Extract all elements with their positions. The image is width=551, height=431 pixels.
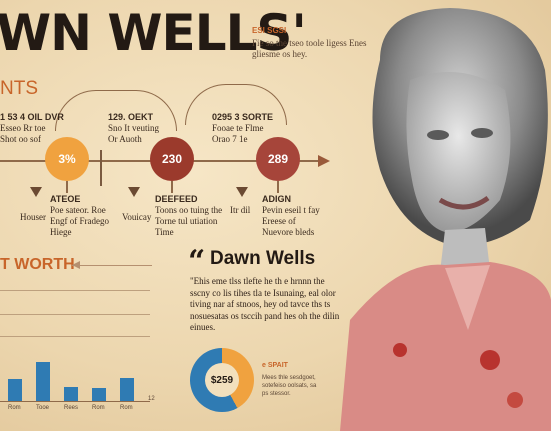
net-worth-bar (36, 362, 50, 401)
milestone-3-bottom-text: Pevin eseil t fay Ereese of Nuevore bled… (262, 205, 320, 237)
net-worth-arrow-line (72, 265, 152, 266)
milestone-1-post (100, 150, 102, 186)
milestone-2-date: 129. OEKT (108, 112, 154, 122)
milestone-1-marker[interactable]: 3% (45, 137, 89, 181)
milestone-3-side: Itr dil (230, 205, 251, 215)
flower-print (480, 350, 500, 370)
quote-icon: “ (188, 244, 206, 279)
milestone-1-date: 1 53 4 OIL DVR (0, 112, 64, 122)
milestone-1-stem (66, 181, 68, 193)
net-worth-bar (92, 388, 106, 401)
flower-print (507, 392, 523, 408)
milestone-1-side: Houser (20, 212, 46, 222)
milestone-1-head: ATEOE (50, 194, 81, 204)
milestone-2-bottom-text: Toons oo tuing the Torne tul utiation Ti… (155, 205, 223, 237)
pin-icon (128, 187, 140, 197)
timeline-section-label: NTS (0, 78, 38, 99)
collar-shape (445, 265, 490, 330)
milestone-3-bottom: ADIGN Pevin eseil t fay Ereese of Nuevor… (262, 194, 320, 238)
divider (0, 336, 150, 337)
milestone-1-value: 3% (58, 152, 76, 166)
net-worth-bar (120, 378, 134, 401)
milestone-2-marker[interactable]: 230 (150, 137, 194, 181)
milestone-1-bottom-text: Poe sateor. Roe Engf of Fradego Hiege (50, 205, 109, 237)
portrait-photo (340, 8, 551, 431)
net-worth-bar (8, 379, 22, 401)
net-worth-bar-label: Rom (120, 405, 133, 411)
milestone-2-desc: Sno It veuting Or Auoth (108, 123, 159, 144)
timeline-arrow-icon (318, 155, 330, 167)
milestone-2-top: 129. OEKT Sno It veuting Or Auoth (108, 112, 159, 145)
milestone-3-desc: Fooae te Flme Orao 7 1e (212, 123, 264, 144)
face-shape (406, 72, 511, 233)
milestone-3-marker[interactable]: 289 (256, 137, 300, 181)
page-title: WN WELLS' (0, 4, 307, 62)
pin-icon (30, 187, 42, 197)
net-worth-bar-label: Rees (64, 405, 79, 411)
blouse-shape (340, 262, 551, 431)
divider (0, 314, 150, 315)
milestone-2-bottom: DEEFEED Toons oo tuing the Torne tul uti… (155, 194, 222, 238)
donut-note-text: Mees thle sesdgoet, sotefeiso oolsats, s… (262, 375, 317, 397)
milestone-1-top: 1 53 4 OIL DVR Esseo Rr toe Shot oo sof (0, 112, 64, 145)
intro-heading: ESI SGSI (252, 26, 287, 35)
neck-shape (440, 228, 490, 272)
milestone-1-desc: Esseo Rr toe Shot oo sof (0, 123, 46, 144)
bio-name: Dawn Wells (210, 248, 316, 269)
milestone-3-top: 0295 3 SORTE Fooae te Flme Orao 7 1e (212, 112, 273, 145)
flower-print (393, 343, 407, 357)
intro-text: Fie so the tseo toole ligess Enes gliesm… (252, 38, 367, 59)
net-worth-heading: T WORTH (0, 256, 75, 273)
milestone-3-value: 289 (267, 152, 289, 166)
milestone-3-head: ADIGN (262, 194, 291, 204)
eye-right (471, 128, 493, 138)
milestone-2-head: DEEFEED (155, 194, 198, 204)
milestone-3-stem (277, 181, 279, 193)
net-worth-bar-label: Rom (8, 405, 21, 411)
milestone-2-value: 230 (161, 152, 183, 166)
milestone-1-bottom: ATEOE Poe sateor. Roe Engf of Fradego Hi… (50, 194, 109, 238)
donut-value: $259 (205, 363, 239, 397)
bar-chart-axis (0, 401, 150, 402)
net-worth-bar (64, 387, 78, 401)
divider (0, 290, 150, 291)
net-worth-bar-label: Tooe (36, 405, 50, 411)
bar-chart-axis-end: 12 (148, 396, 155, 402)
net-worth-bar-label: Rom (92, 405, 105, 411)
milestone-2-side: Vouicay (122, 212, 152, 222)
eye-left (427, 130, 449, 140)
milestone-3-date: 0295 3 SORTE (212, 112, 274, 122)
bio-text: "Ehis eme tlss tlefte he th e hrnnn the … (190, 276, 340, 332)
pin-icon (236, 187, 248, 197)
mouth (438, 195, 490, 210)
milestone-2-stem (171, 181, 173, 193)
donut-note-heading: e SPAIT (262, 362, 288, 369)
